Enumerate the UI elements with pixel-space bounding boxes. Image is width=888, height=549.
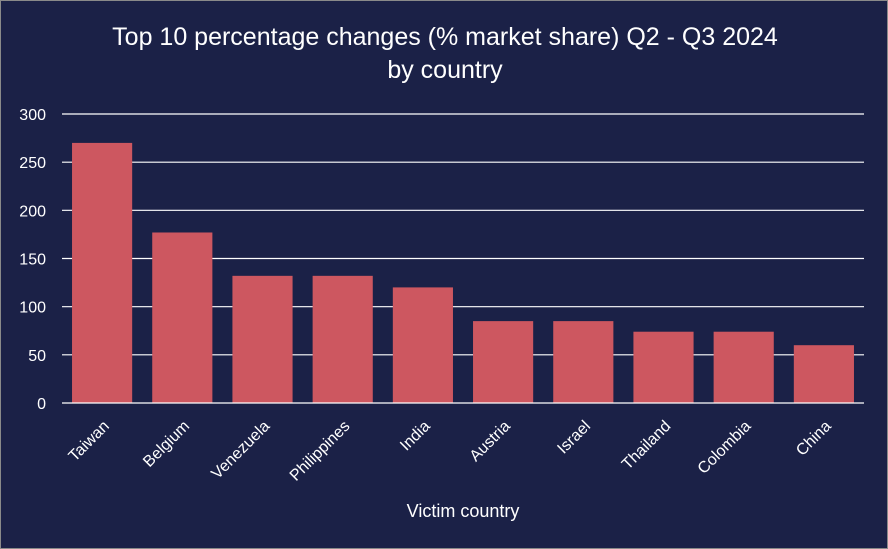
y-tick-label: 0 [37, 396, 46, 413]
chart-title-line-2: by country [387, 56, 503, 84]
x-axis-tick-labels: Taiwan Belgium Venezuela Philippines India Au… [66, 418, 835, 485]
x-tick-label: China [793, 418, 835, 460]
bar-taiwan [72, 142, 133, 403]
y-tick-label: 100 [19, 300, 46, 317]
x-tick-label: Venezuela [208, 418, 273, 483]
bars [72, 142, 854, 403]
bar-philippines [312, 275, 373, 403]
y-tick-label: 300 [19, 107, 46, 124]
chart-title-line-1: Top 10 percentage changes (% market shar… [112, 23, 778, 51]
bar-belgium [152, 232, 213, 403]
bar-israel [553, 321, 614, 403]
y-tick-label: 200 [19, 203, 46, 220]
x-tick-label: Belgium [140, 418, 193, 471]
x-tick-label: Colombia [695, 418, 755, 478]
bar-venezuela [232, 275, 293, 403]
chart-title: Top 10 percentage changes (% market shar… [1, 21, 888, 87]
bar-china [793, 345, 854, 403]
x-tick-label: India [397, 418, 434, 455]
y-tick-label: 50 [28, 348, 46, 365]
x-tick-label: Philippines [287, 418, 354, 485]
bar-colombia [713, 331, 774, 403]
bar-india [392, 287, 453, 403]
bar-thailand [633, 331, 694, 403]
y-tick-label: 150 [19, 252, 46, 269]
x-tick-label: Taiwan [66, 418, 113, 465]
bar-austria [473, 321, 534, 403]
x-tick-label: Israel [554, 418, 594, 458]
x-tick-label: Thailand [619, 418, 674, 473]
y-tick-label: 250 [19, 155, 46, 172]
x-axis-title: Victim country [407, 501, 520, 521]
y-axis-tick-labels: 0 50 100 150 200 250 300 [19, 107, 46, 413]
x-tick-label: Austria [467, 418, 514, 465]
